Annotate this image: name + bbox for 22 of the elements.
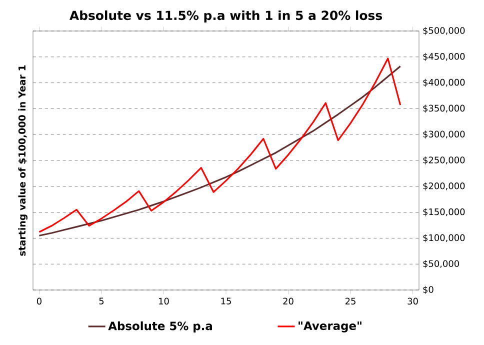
legend-label: Absolute 5% p.a (108, 321, 212, 332)
y-tick-label: $150,000 (423, 208, 465, 216)
x-tick-label: 0 (36, 298, 42, 305)
y-tick-label: $500,000 (423, 26, 465, 36)
x-tick-label: 5 (99, 298, 104, 304)
y-tick-label: $250,000 (423, 156, 465, 165)
y-tick-label: $350,000 (423, 104, 465, 113)
x-tick-label: 30 (408, 298, 418, 305)
x-tick-label: 20 (283, 298, 294, 305)
y-tick-label: $0 (423, 286, 434, 294)
y-tick-label: $50,000 (423, 260, 459, 268)
y-tick-label: $450,000 (423, 52, 465, 61)
x-tick-label: 10 (159, 298, 169, 305)
y-tick-label: $100,000 (423, 234, 465, 242)
chart-title: Absolute vs 11.5% p.a with 1 in 5 a 20% loss (70, 10, 382, 23)
y-axis-title: starting value of $100,000 in Year 1 (18, 65, 28, 256)
x-tick-label: 25 (345, 298, 356, 305)
y-tick-label: $400,000 (423, 78, 465, 87)
x-tick-label: 15 (221, 298, 231, 304)
y-tick-label: $300,000 (423, 130, 465, 139)
y-tick-label: $200,000 (423, 182, 465, 190)
legend-label: "Average" (298, 322, 362, 332)
